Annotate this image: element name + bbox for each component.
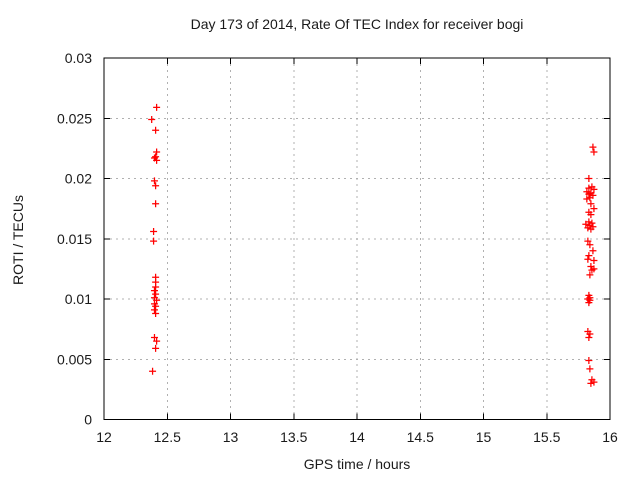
data-point-plus-icon bbox=[150, 287, 158, 295]
data-point-plus-icon bbox=[585, 190, 593, 198]
data-point-plus-icon bbox=[586, 241, 594, 249]
data-point-plus-icon bbox=[590, 378, 598, 386]
data-point-plus-icon bbox=[150, 237, 158, 245]
data-point-plus-icon bbox=[152, 200, 160, 208]
x-tick-label: 12 bbox=[96, 429, 112, 445]
data-point-plus-icon bbox=[582, 220, 590, 228]
data-point-plus-icon bbox=[152, 290, 160, 298]
x-tick-label: 14.5 bbox=[407, 429, 434, 445]
y-tick-label: 0.01 bbox=[65, 291, 92, 307]
y-tick-label: 0.025 bbox=[57, 110, 92, 126]
data-point-plus-icon bbox=[587, 225, 595, 233]
data-point-plus-icon bbox=[152, 309, 160, 317]
data-point-plus-icon bbox=[589, 247, 597, 255]
x-tick-label: 12.5 bbox=[154, 429, 181, 445]
data-point-plus-icon bbox=[586, 194, 594, 202]
data-point-plus-icon bbox=[153, 156, 161, 164]
data-point-plus-icon bbox=[587, 200, 595, 208]
data-point-plus-icon bbox=[153, 103, 161, 111]
data-point-plus-icon bbox=[586, 365, 594, 373]
y-tick-label: 0.005 bbox=[57, 351, 92, 367]
data-point-plus-icon bbox=[152, 283, 160, 291]
data-point-plus-icon bbox=[587, 379, 595, 387]
data-point-plus-icon bbox=[589, 143, 597, 151]
data-point-plus-icon bbox=[584, 255, 592, 263]
data-point-plus-icon bbox=[152, 344, 160, 352]
x-axis-label: GPS time / hours bbox=[303, 456, 411, 472]
data-point-plus-icon bbox=[153, 296, 161, 304]
x-tick-label: 13.5 bbox=[280, 429, 307, 445]
data-point-plus-icon bbox=[152, 302, 160, 310]
data-point-plus-icon bbox=[152, 126, 160, 134]
data-point-plus-icon bbox=[150, 334, 158, 342]
data-point-plus-icon bbox=[585, 175, 593, 182]
data-point-plus-icon bbox=[590, 185, 598, 193]
data-point-plus-icon bbox=[590, 205, 598, 213]
data-point-plus-icon bbox=[585, 252, 593, 260]
x-tick-label: 15 bbox=[476, 429, 492, 445]
data-point-plus-icon bbox=[585, 299, 593, 307]
data-point-plus-icon bbox=[585, 334, 593, 342]
data-point-plus-icon bbox=[153, 337, 161, 345]
data-point-plus-icon bbox=[585, 184, 593, 192]
y-tick-label: 0.02 bbox=[65, 171, 92, 187]
data-point-plus-icon bbox=[150, 177, 158, 185]
data-point-plus-icon bbox=[585, 356, 593, 364]
data-point-plus-icon bbox=[149, 367, 157, 375]
data-point-plus-icon bbox=[588, 266, 596, 274]
data-point-plus-icon bbox=[150, 306, 158, 314]
y-tick-label: 0.015 bbox=[57, 231, 92, 247]
data-point-plus-icon bbox=[586, 330, 594, 338]
data-point-plus-icon bbox=[148, 115, 156, 123]
chart-title: Day 173 of 2014, Rate Of TEC Index for r… bbox=[190, 16, 524, 32]
data-point-plus-icon bbox=[153, 148, 161, 156]
data-point-plus-icon bbox=[150, 228, 158, 236]
data-point-plus-icon bbox=[586, 271, 594, 279]
y-tick-label: 0 bbox=[84, 412, 92, 428]
data-point-plus-icon bbox=[590, 256, 598, 264]
data-point-plus-icon bbox=[152, 182, 160, 190]
data-point-plus-icon bbox=[583, 195, 591, 203]
data-point-plus-icon bbox=[584, 237, 592, 245]
x-tick-label: 13 bbox=[223, 429, 239, 445]
x-tick-label: 15.5 bbox=[533, 429, 560, 445]
y-tick-label: 0.03 bbox=[65, 50, 92, 66]
data-point-plus-icon bbox=[587, 211, 595, 219]
data-point-plus-icon bbox=[590, 148, 598, 156]
x-tick-label: 16 bbox=[602, 429, 618, 445]
x-tick-label: 14 bbox=[349, 429, 365, 445]
data-point-plus-icon bbox=[584, 224, 592, 232]
data-point-plus-icon bbox=[152, 153, 160, 161]
